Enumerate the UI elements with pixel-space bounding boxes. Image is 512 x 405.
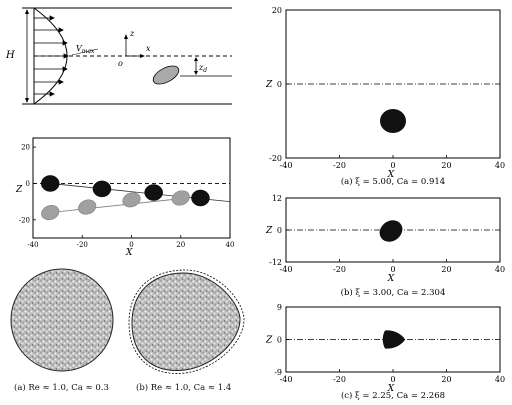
- x-axis-label: x: [146, 44, 151, 53]
- panel-xtick-label: -40: [280, 265, 293, 274]
- gray-droplet: [78, 199, 97, 215]
- panel-ytick-label: 20: [272, 6, 282, 15]
- panel-xtick-label: 20: [441, 265, 451, 274]
- trajectory-xtick-label: -20: [77, 241, 88, 249]
- plot-panel-3: -40 -20 0 20 40 9 0 -9 Z X(c) ξ = 2.25, Ca = 2.26…: [265, 303, 505, 401]
- droplet-shape-figures: [10, 268, 245, 374]
- panel-xtick-label: 40: [495, 375, 505, 384]
- panel-ylabel: Z: [265, 226, 273, 236]
- panel-ylabel: Z: [265, 336, 273, 346]
- plot-panel-2: -40 -20 0 20 40 12 0 -12 Z X (b) ξ = 3.00, Ca = 2.…: [265, 194, 505, 298]
- panel-xlabel: X: [387, 384, 395, 394]
- shape-a-caption: (a) Re ≈ 1.0, Ca ≈ 0.3: [14, 383, 109, 393]
- trajectory-frame: [32, 137, 231, 239]
- panel-droplet: [379, 220, 403, 242]
- panel-xtick-label: -40: [280, 375, 293, 384]
- panel-xtick-label: -20: [333, 375, 346, 384]
- panel-droplet: [380, 109, 406, 133]
- panel-ytick-label: 9: [277, 303, 282, 312]
- trajectory-xtick-label: 20: [176, 241, 185, 249]
- droplet-shape-b: [131, 272, 241, 371]
- trajectory-ytick-label: 0: [26, 180, 30, 188]
- trajectory-ylabel: Z: [15, 185, 23, 195]
- zd-label: zd: [198, 63, 207, 74]
- panel-ylabel: Z: [265, 80, 273, 90]
- black-droplet: [40, 175, 60, 192]
- black-droplet: [144, 184, 163, 201]
- panel-xtick-label: 40: [495, 161, 505, 170]
- panel-xtick-label: 20: [441, 375, 451, 384]
- gray-droplet: [122, 192, 141, 208]
- panel-ytick-label: 0: [277, 226, 282, 235]
- panel-xtick-label: 0: [390, 161, 395, 170]
- droplet-shape-a: [10, 268, 114, 372]
- panel-ytick-label: 12: [272, 194, 282, 203]
- height-label: H: [5, 50, 15, 61]
- trajectory-xlabel: X: [125, 248, 133, 256]
- panel-ytick-label: -9: [274, 368, 282, 377]
- vmax-pointer: [71, 48, 99, 56]
- panel-caption: (c) ξ = 2.25, Ca = 2.268: [341, 390, 445, 401]
- panel-caption: (a) ξ = 5.00, Ca = 0.914: [341, 176, 445, 187]
- trajectory-plot: -40 -20 0 20 40 20 0 -20 Z X: [15, 137, 235, 256]
- panel-xlabel: X: [387, 170, 395, 180]
- trajectory-xtick-label: 40: [226, 241, 235, 249]
- panel-caption: (b) ξ = 3.00, Ca = 2.304: [341, 287, 446, 298]
- black-droplet: [191, 189, 210, 207]
- panel-ytick-label: 0: [277, 80, 282, 89]
- droplet-shape-b-outline: [128, 269, 245, 374]
- black-droplet: [92, 180, 112, 198]
- panel-xtick-label: -40: [280, 161, 293, 170]
- trajectory-ytick-label: -20: [19, 216, 30, 224]
- gray-droplet: [171, 190, 190, 206]
- panel-ytick-label: 0: [277, 336, 282, 345]
- panel-xtick-label: 0: [390, 265, 395, 274]
- origin-label: o: [118, 59, 123, 68]
- gray-trajectory-line: [50, 197, 187, 213]
- panel-ytick-label: -20: [269, 154, 282, 163]
- panel-xtick-label: -20: [333, 161, 346, 170]
- trajectory-xtick-label: 0: [129, 241, 133, 249]
- panel-droplet: [382, 330, 405, 349]
- trajectory-ytick-label: 20: [21, 144, 30, 152]
- gray-droplet: [41, 205, 60, 221]
- panel-xtick-label: 40: [495, 265, 505, 274]
- flow-schematic: H Vmax z x o zd: [5, 7, 232, 105]
- panel-xtick-label: 0: [390, 375, 395, 384]
- panel-xtick-label: 20: [441, 161, 451, 170]
- schematic-droplet: [152, 65, 180, 85]
- trajectory-xtick-label: -40: [27, 241, 38, 249]
- panel-xlabel: X: [387, 274, 395, 284]
- z-axis-label: z: [129, 29, 135, 38]
- shape-b-caption: (b) Re ≈ 1.0, Ca ≈ 1.4: [136, 383, 232, 393]
- panel-xtick-label: -20: [333, 265, 346, 274]
- panel-ytick-label: -12: [269, 258, 282, 267]
